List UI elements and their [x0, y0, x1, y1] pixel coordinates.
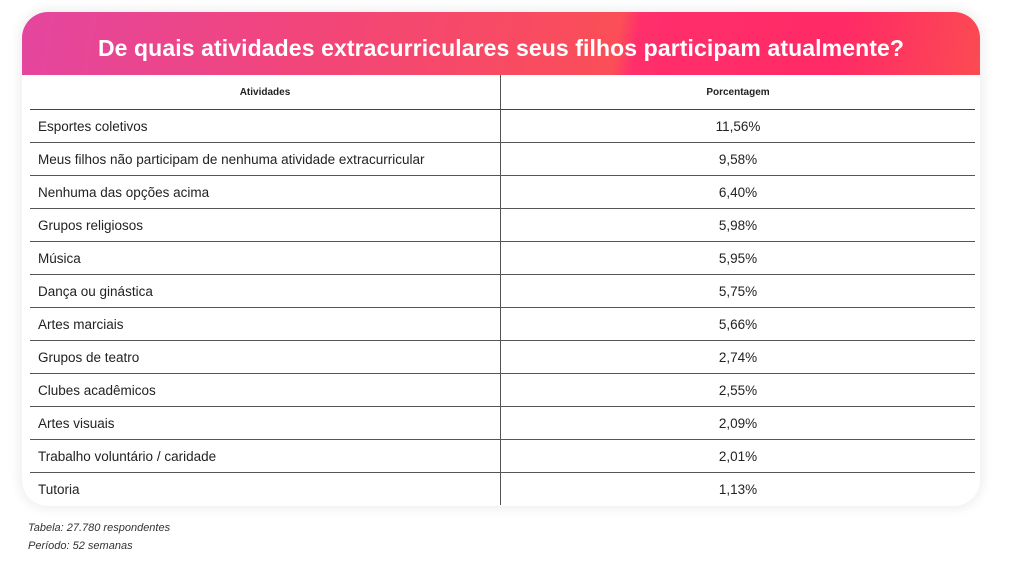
table-row: Nenhuma das opções acima 6,40%	[30, 175, 975, 209]
period-note: Período: 52 semanas	[28, 540, 133, 552]
activity-cell: Grupos de teatro	[30, 340, 501, 374]
table-row: Meus filhos não participam de nenhuma at…	[30, 142, 975, 176]
activity-cell: Esportes coletivos	[30, 109, 501, 143]
percentage-cell: 1,13%	[718, 481, 758, 497]
table-row: Clubes acadêmicos 2,55%	[30, 373, 975, 407]
percentage-cell: 11,56%	[500, 109, 975, 143]
activity-cell: Meus filhos não participam de nenhuma at…	[30, 142, 501, 176]
table-row: Artes visuais 2,09%	[30, 406, 975, 440]
column-header-percentage: Porcentagem	[500, 75, 975, 110]
activity-cell: Nenhuma das opções acima	[30, 175, 501, 209]
activity-cell: Trabalho voluntário / caridade	[30, 439, 501, 473]
table-row: Grupos de teatro 2,74%	[30, 340, 975, 374]
percentage-cell: 6,40%	[500, 175, 975, 209]
percentage-cell: 2,74%	[500, 340, 975, 374]
chart-title: De quais atividades extracurriculares se…	[97, 35, 905, 61]
data-table: Atividades Porcentagem Esportes coletivo…	[30, 75, 975, 505]
activity-cell: Artes visuais	[30, 406, 501, 440]
activity-cell: Tutoria	[30, 472, 501, 505]
table-row: Artes marciais 5,66%	[30, 307, 975, 341]
activity-cell: Música	[30, 241, 501, 275]
table-row: Tutoria 1,13%	[30, 472, 975, 505]
table-card: De quais atividades extracurriculares se…	[22, 12, 980, 506]
percentage-cell: 2,55%	[500, 373, 975, 407]
column-header-activities: Atividades	[30, 75, 501, 110]
percentage-cell: 2,09%	[500, 406, 975, 440]
activity-cell: Artes marciais	[30, 307, 501, 341]
respondents-note: Tabela: 27.780 respondentes	[28, 522, 171, 534]
activity-cell: Grupos religiosos	[30, 208, 501, 242]
percentage-cell: 5,98%	[500, 208, 975, 242]
percentage-cell: 5,75%	[500, 274, 975, 308]
table-row: Esportes coletivos 11,56%	[30, 109, 975, 143]
percentage-cell: 5,66%	[500, 307, 975, 341]
percentage-cell: 5,95%	[500, 241, 975, 275]
percentage-cell: 9,58%	[500, 142, 975, 176]
table-row: Música 5,95%	[30, 241, 975, 275]
table-row: Trabalho voluntário / caridade 2,01%	[30, 439, 975, 473]
percentage-cell: 2,01%	[500, 439, 975, 473]
title-banner: De quais atividades extracurriculares se…	[22, 12, 980, 75]
activity-cell: Dança ou ginástica	[30, 274, 501, 308]
header-row: Atividades Porcentagem	[30, 75, 975, 110]
activity-cell: Clubes acadêmicos	[30, 373, 501, 407]
table-row: Grupos religiosos 5,98%	[30, 208, 975, 242]
table-row: Dança ou ginástica 5,75%	[30, 274, 975, 308]
